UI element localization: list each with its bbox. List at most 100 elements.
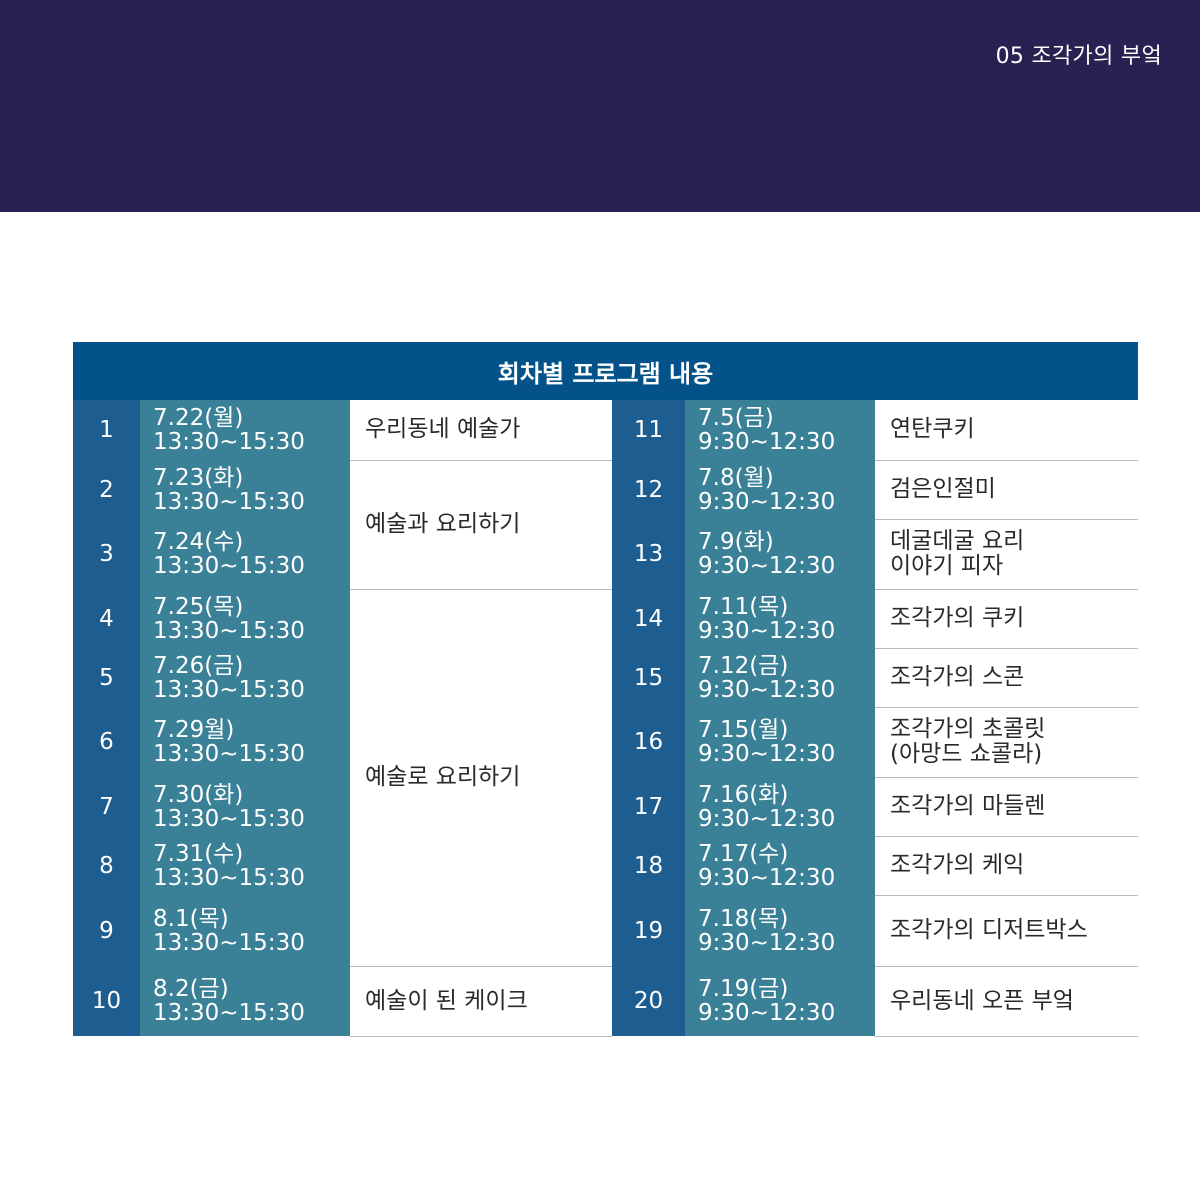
program-schedule: 회차별 프로그램 내용 1 7.22(월) 13:30~15:30 우리동네 예술…	[73, 342, 1138, 1038]
program-line: 이야기 피자	[890, 553, 1004, 579]
session-date: 8.2(금)	[153, 976, 229, 1002]
session-number: 5	[73, 648, 140, 707]
session-date: 7.18(목)	[698, 905, 789, 932]
session-date: 8.1(목)	[153, 905, 229, 932]
table-row: 14 7.11(목) 9:30~12:30 조각가의 쿠키	[612, 589, 1138, 649]
session-time: 9:30~12:30	[698, 805, 836, 832]
session-date: 7.19(금)	[698, 976, 789, 1002]
session-date: 7.23(화)	[153, 464, 244, 491]
program-name: 데굴데굴 요리 이야기 피자	[875, 519, 1138, 590]
session-number: 12	[612, 460, 685, 519]
session-datetime: 7.31(수) 13:30~15:30	[140, 836, 350, 895]
session-datetime: 7.24(수) 13:30~15:30	[140, 519, 350, 589]
session-time: 9:30~12:30	[698, 553, 836, 579]
table-row: 10 8.2(금) 13:30~15:30 예술이 된 케이크	[73, 966, 612, 1037]
session-number: 10	[73, 966, 140, 1036]
session-date: 7.15(월)	[698, 717, 789, 743]
session-time: 13:30~15:30	[153, 676, 305, 703]
program-name: 예술로 요리하기	[350, 589, 612, 967]
session-date: 7.11(목)	[698, 593, 789, 620]
program-name: 검은인절미	[875, 460, 1138, 520]
session-date: 7.29월)	[153, 717, 235, 743]
program-name: 조각가의 스콘	[875, 648, 1138, 708]
program-name: 조각가의 쿠키	[875, 589, 1138, 649]
table-row: 3 7.24(수) 13:30~15:30	[73, 519, 612, 589]
session-time: 9:30~12:30	[698, 929, 836, 956]
program-name: 우리동네 예술가	[350, 400, 612, 461]
session-number: 16	[612, 707, 685, 777]
session-datetime: 7.26(금) 13:30~15:30	[140, 648, 350, 707]
session-number: 6	[73, 707, 140, 777]
session-number: 11	[612, 400, 685, 460]
table-row: 1 7.22(월) 13:30~15:30 우리동네 예술가	[73, 400, 612, 461]
program-line: 조각가의 디저트박스	[890, 917, 1088, 943]
session-time: 13:30~15:30	[153, 553, 305, 579]
session-number: 7	[73, 777, 140, 836]
program-line: 조각가의 쿠키	[890, 605, 1025, 631]
session-datetime: 7.12(금) 9:30~12:30	[685, 648, 875, 707]
session-datetime: 7.11(목) 9:30~12:30	[685, 589, 875, 648]
session-datetime: 7.9(화) 9:30~12:30	[685, 519, 875, 589]
table-row: 7 7.30(화) 13:30~15:30	[73, 777, 612, 836]
table-row: 11 7.5(금) 9:30~12:30 연탄쿠키	[612, 400, 1138, 461]
session-datetime: 7.8(월) 9:30~12:30	[685, 460, 875, 519]
session-time: 13:30~15:30	[153, 617, 305, 644]
table-row: 2 7.23(화) 13:30~15:30 예술과 요리하기	[73, 460, 612, 590]
program-line: 우리동네 오픈 부엌	[890, 987, 1074, 1014]
session-time: 13:30~15:30	[153, 929, 305, 956]
left-schedule-table: 1 7.22(월) 13:30~15:30 우리동네 예술가 2 7.23(화) 1…	[73, 400, 612, 1037]
table-row: 15 7.12(금) 9:30~12:30 조각가의 스콘	[612, 648, 1138, 708]
program-name: 예술이 된 케이크	[350, 966, 612, 1037]
table-row: 5 7.26(금) 13:30~15:30	[73, 648, 612, 707]
table-row: 12 7.8(월) 9:30~12:30 검은인절미	[612, 460, 1138, 520]
session-number: 17	[612, 777, 685, 836]
session-datetime: 7.22(월) 13:30~15:30	[140, 400, 350, 460]
session-time: 13:30~15:30	[153, 805, 305, 832]
session-time: 13:30~15:30	[153, 864, 305, 891]
session-number: 20	[612, 966, 685, 1036]
session-number: 18	[612, 836, 685, 895]
table-row: 17 7.16(화) 9:30~12:30 조각가의 마들렌	[612, 777, 1138, 837]
session-number: 3	[73, 519, 140, 589]
session-datetime: 7.5(금) 9:30~12:30	[685, 400, 875, 460]
session-time: 9:30~12:30	[698, 676, 836, 703]
session-date: 7.22(월)	[153, 405, 244, 431]
session-date: 7.24(수)	[153, 529, 244, 555]
session-datetime: 7.15(월) 9:30~12:30	[685, 707, 875, 777]
schedule-tables: 1 7.22(월) 13:30~15:30 우리동네 예술가 2 7.23(화) 1…	[73, 400, 1138, 1038]
session-datetime: 8.1(목) 13:30~15:30	[140, 895, 350, 966]
session-datetime: 7.29월) 13:30~15:30	[140, 707, 350, 777]
session-time: 9:30~12:30	[698, 488, 836, 515]
schedule-title: 회차별 프로그램 내용	[73, 342, 1138, 400]
program-name-text: 예술이 된 케이크	[365, 987, 528, 1014]
table-row: 20 7.19(금) 9:30~12:30 우리동네 오픈 부엌	[612, 966, 1138, 1037]
session-time: 13:30~15:30	[153, 488, 305, 515]
program-name: 우리동네 오픈 부엌	[875, 966, 1138, 1037]
session-time: 13:30~15:30	[153, 741, 305, 767]
table-row: 4 7.25(목) 13:30~15:30 예술로 요리하기	[73, 589, 612, 967]
session-number: 19	[612, 895, 685, 966]
table-row: 6 7.29월) 13:30~15:30	[73, 707, 612, 777]
program-name: 조각가의 디저트박스	[875, 895, 1138, 967]
program-line: (아망드 쇼콜라)	[890, 741, 1043, 767]
session-number: 15	[612, 648, 685, 707]
session-date: 7.12(금)	[698, 652, 789, 679]
session-time: 9:30~12:30	[698, 1000, 836, 1026]
session-date: 7.30(화)	[153, 781, 244, 808]
table-row: 16 7.15(월) 9:30~12:30 조각가의 초콜릿 (아망드 쇼콜라)	[612, 707, 1138, 778]
program-name: 조각가의 초콜릿 (아망드 쇼콜라)	[875, 707, 1138, 778]
session-date: 7.9(화)	[698, 529, 774, 555]
session-number: 13	[612, 519, 685, 589]
session-number: 2	[73, 460, 140, 519]
table-row: 13 7.9(화) 9:30~12:30 데굴데굴 요리 이야기 피자	[612, 519, 1138, 590]
table-row: 9 8.1(목) 13:30~15:30	[73, 895, 612, 966]
session-time: 9:30~12:30	[698, 429, 836, 455]
session-datetime: 8.2(금) 13:30~15:30	[140, 966, 350, 1036]
session-date: 7.25(목)	[153, 593, 244, 620]
session-number: 4	[73, 589, 140, 648]
right-schedule-table: 11 7.5(금) 9:30~12:30 연탄쿠키 12 7.8(월) 9:30~1…	[612, 400, 1138, 1037]
program-line: 데굴데굴 요리	[890, 528, 1025, 554]
page-tag: 05 조각가의 부엌	[995, 44, 1162, 69]
session-time: 9:30~12:30	[698, 741, 836, 767]
session-time: 9:30~12:30	[698, 617, 836, 644]
